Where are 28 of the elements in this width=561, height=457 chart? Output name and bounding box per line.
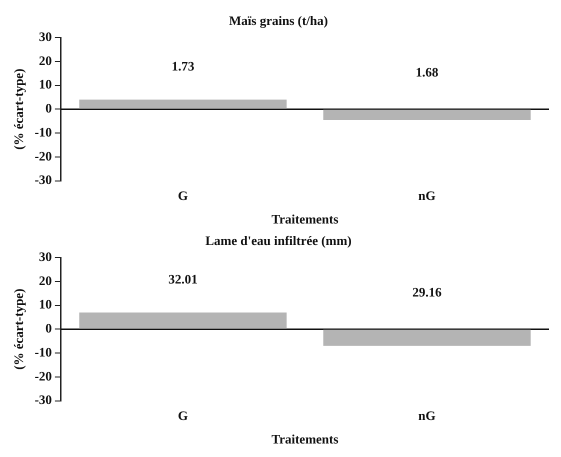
annotation: 29.16 <box>412 284 442 300</box>
y-tick-label: 10 <box>38 296 52 312</box>
y-tick-label: -20 <box>34 148 52 164</box>
y-tick-label: -30 <box>34 392 52 408</box>
x-axis-title: Traitements <box>272 212 338 227</box>
y-tick-label: -30 <box>34 172 52 188</box>
y-tick-label: 0 <box>45 100 52 116</box>
x-tick-label: nG <box>418 408 436 423</box>
annotation: 32.01 <box>168 271 198 286</box>
x-axis-title: Traitements <box>272 432 338 447</box>
y-tick-label: 10 <box>38 76 52 92</box>
annotation: 1.73 <box>172 58 195 74</box>
y-tick-label: 30 <box>38 248 52 264</box>
y-tick-label: 30 <box>38 28 52 44</box>
x-tick-label: nG <box>418 188 436 203</box>
chart-title: Maïs grains (t/ha) <box>229 13 328 28</box>
chart-title: Lame d'eau infiltrée (mm) <box>205 233 352 248</box>
x-tick-label: G <box>178 188 188 203</box>
y-tick-label: 0 <box>45 320 52 336</box>
y-tick-label: 20 <box>38 272 52 288</box>
annotation: 1.68 <box>416 64 439 80</box>
y-tick-label: 20 <box>38 52 52 68</box>
y-tick-label: -10 <box>34 124 52 140</box>
y-axis-title: (% écart-type) <box>11 68 26 150</box>
x-tick-label: G <box>178 408 188 423</box>
y-tick-label: -10 <box>34 344 52 360</box>
y-tick-label: -20 <box>34 368 52 384</box>
y-axis-title: (% écart-type) <box>11 288 26 370</box>
